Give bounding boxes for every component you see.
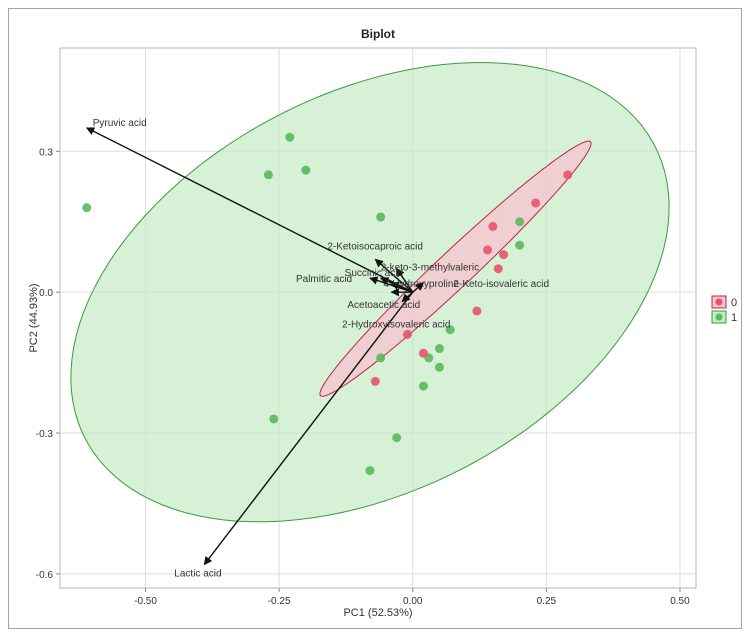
loading-arrow: [374, 258, 414, 293]
loading-arrow: [396, 268, 414, 293]
point-group-1: [263, 170, 273, 180]
y-tick-label: -0.6: [36, 570, 54, 581]
point-group-1: [82, 203, 92, 213]
point-group-1: [515, 240, 525, 250]
x-axis-title: PC1 (52.53%): [343, 607, 412, 619]
x-tick-label: -0.50: [134, 596, 157, 607]
chart-frame: [8, 8, 742, 629]
chart-title: Biplot: [361, 27, 395, 41]
score-points: [82, 132, 573, 476]
x-tick-label: 0.00: [403, 596, 423, 607]
point-group-1: [392, 433, 402, 443]
loading-label: Pyruvic acid: [93, 118, 147, 129]
x-tick-label: 0.25: [537, 596, 557, 607]
axis-ticks: -0.50 -0.25 0.00 0.25 0.50 -0.6 -0.3 0.0 0.3: [36, 147, 690, 607]
loading-arrow: [369, 276, 413, 293]
point-group-0: [418, 348, 428, 358]
loading-arrow: [203, 291, 414, 566]
legend: 01: [711, 295, 737, 324]
point-group-0: [493, 264, 503, 274]
legend-marker-1: [715, 313, 723, 321]
point-group-0: [531, 198, 541, 208]
legend-label-0: 0: [731, 297, 737, 309]
loading-arrow: [401, 291, 414, 303]
point-group-1: [515, 217, 525, 227]
point-group-0: [563, 170, 573, 180]
loading-label: Succinic acid: [345, 268, 403, 279]
point-group-0: [483, 245, 493, 255]
point-group-1: [269, 414, 279, 424]
point-group-1: [418, 381, 428, 391]
ellipse-group-0: [319, 140, 592, 397]
point-group-0: [499, 250, 509, 260]
point-group-1: [445, 325, 455, 335]
point-group-1: [434, 362, 444, 372]
legend-marker-0: [715, 298, 723, 306]
point-group-1: [301, 165, 311, 175]
loading-arrow: [85, 127, 414, 293]
loading-label: 2-Hydroxyisovaleric acid: [342, 320, 450, 331]
point-group-0: [488, 221, 498, 231]
point-group-1: [365, 466, 375, 476]
point-group-1: [376, 212, 386, 222]
point-group-1: [285, 132, 295, 142]
x-tick-label: 0.50: [670, 596, 690, 607]
point-group-0: [402, 329, 412, 339]
loading-label: 2-Ketoisocaproic acid: [327, 241, 423, 252]
legend-label-1: 1: [731, 312, 737, 324]
point-group-0: [370, 376, 380, 386]
point-group-1: [434, 344, 444, 354]
point-group-1: [376, 353, 386, 363]
loading-label: Palmitic acid: [296, 274, 352, 285]
loading-arrows: Pyruvic acid Lactic acid 2-Ketoisocaproic …: [85, 118, 549, 580]
loading-label: 2-Keto-isovaleric acid: [453, 279, 549, 290]
loading-label: 2-keto-3-methylvaleric: [381, 263, 479, 274]
loading-arrow: [412, 282, 425, 293]
point-group-0: [472, 306, 482, 316]
x-tick-label: -0.25: [268, 596, 291, 607]
confidence-ellipses: [70, 62, 670, 523]
y-tick-label: 0.0: [39, 288, 53, 299]
loading-label: Acetoacetic acid: [347, 300, 420, 311]
y-tick-label: -0.3: [36, 429, 54, 440]
y-axis-title: PC2 (44.93%): [28, 283, 40, 352]
y-tick-label: 0.3: [39, 147, 53, 158]
ellipse-group-1: [70, 62, 670, 523]
loading-label: Lactic acid: [174, 569, 221, 580]
